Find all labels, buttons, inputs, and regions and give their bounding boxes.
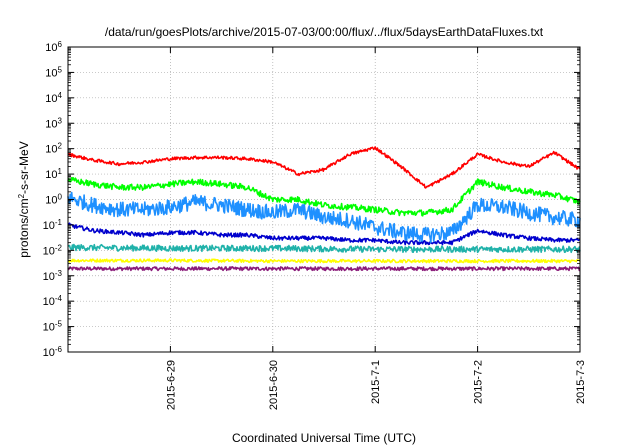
y-tick-label: 10-3 <box>43 268 63 283</box>
series-line <box>67 222 581 246</box>
y-tick-label-base: 10 <box>43 322 55 334</box>
y-tick-label-base: 10 <box>43 245 55 257</box>
series-line <box>67 258 581 264</box>
y-tick-label: 101 <box>45 167 62 182</box>
series-line <box>67 266 581 272</box>
x-tick-label: 2015-6-29 <box>165 360 177 410</box>
x-tick-label: 2015-7-1 <box>370 360 382 404</box>
y-tick-label: 104 <box>45 90 62 105</box>
y-tick-label-exp: 0 <box>58 192 63 201</box>
chart-title: /data/run/goesPlots/archive/2015-07-03/0… <box>105 25 544 39</box>
y-tick-label: 103 <box>45 116 62 131</box>
y-tick-label-base: 10 <box>45 42 57 54</box>
axis-ticks: 10610510410310210110010-110-210-310-410-… <box>43 40 587 411</box>
y-tick-label: 10-1 <box>43 217 63 232</box>
y-tick-label-exp: -3 <box>55 268 63 277</box>
y-tick-label: 10-6 <box>43 345 63 360</box>
y-tick-label-base: 10 <box>43 296 55 308</box>
x-tick-label: 2015-6-30 <box>268 360 280 410</box>
y-tick-label-base: 10 <box>43 271 55 283</box>
y-tick-label: 105 <box>45 65 62 80</box>
series-line <box>67 176 581 217</box>
y-tick-label-exp: 5 <box>58 65 63 74</box>
y-tick-label: 10-2 <box>43 243 63 257</box>
y-tick-label-exp: 1 <box>58 167 63 176</box>
y-tick-label-base: 10 <box>45 93 57 105</box>
y-axis-label-sup: 2 <box>17 193 26 198</box>
y-tick-label-exp: 2 <box>58 141 63 150</box>
y-tick-label-base: 10 <box>45 195 57 207</box>
x-axis-label: Coordinated Universal Time (UTC) <box>232 431 416 445</box>
series-line <box>67 191 581 243</box>
y-axis-label-rest: -s-sr-MeV <box>17 141 31 194</box>
series-layer <box>67 146 581 272</box>
x-tick-label: 2015-7-3 <box>575 360 587 404</box>
y-axis-label-base: protons/cm <box>17 198 31 257</box>
series-line <box>67 146 581 189</box>
y-tick-label-base: 10 <box>45 67 57 79</box>
y-tick-label-exp: 4 <box>58 90 63 99</box>
y-axis-label: protons/cm2-s-sr-MeV <box>17 141 32 257</box>
x-tick-label: 2015-7-2 <box>473 360 485 404</box>
y-tick-label-exp: 3 <box>58 116 63 125</box>
y-tick-label-base: 10 <box>45 144 57 156</box>
y-tick-label: 10-5 <box>43 319 63 334</box>
y-tick-label-base: 10 <box>43 347 55 359</box>
y-tick-label-exp: -5 <box>55 319 63 328</box>
y-tick-label: 100 <box>45 192 62 207</box>
y-tick-label: 10-4 <box>43 294 63 309</box>
y-tick-label-base: 10 <box>45 118 57 130</box>
y-tick-label-exp: 6 <box>58 40 63 49</box>
y-tick-label-base: 10 <box>45 169 57 181</box>
y-tick-label-exp: -4 <box>55 294 63 303</box>
y-tick-label: 102 <box>45 141 62 156</box>
y-tick-label-base: 10 <box>43 220 55 232</box>
y-tick-label-exp: -1 <box>55 217 63 226</box>
y-tick-label-exp: -2 <box>55 243 63 252</box>
y-tick-label: 106 <box>45 40 62 55</box>
y-tick-label-exp: -6 <box>55 345 63 354</box>
series-line <box>67 243 581 254</box>
